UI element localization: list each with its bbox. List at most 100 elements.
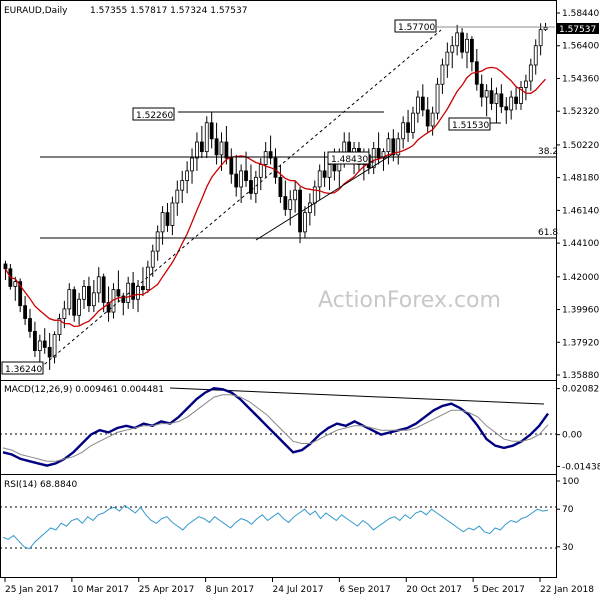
x-tick-label: 22 Jan 2018 xyxy=(540,585,594,595)
candle-body xyxy=(96,276,101,294)
current-price-label: 1.57537 xyxy=(559,25,596,35)
x-tick-label: 25 Jan 2017 xyxy=(5,585,59,595)
macd-divergence-line xyxy=(169,387,545,405)
ohlc-readout: 1.57355 1.57817 1.57324 1.57537 xyxy=(90,6,247,16)
candle-body xyxy=(538,29,543,47)
x-axis: 25 Jan 2017 10 Mar 2017 25 Apr 2017 8 Jun 2… xyxy=(4,578,594,595)
x-tick-label: 6 Sep 2017 xyxy=(339,585,390,595)
rsi-line xyxy=(2,504,549,550)
candlestick-series xyxy=(3,22,548,370)
price-y-tick-label: 1.56400 xyxy=(562,42,599,52)
price-y-tick-label: 1.48180 xyxy=(562,174,599,184)
candle-body xyxy=(519,87,523,104)
price-y-tick-label: 1.35880 xyxy=(562,371,599,381)
candle-body xyxy=(116,289,121,297)
chart-title: EURAUD,Daily xyxy=(4,6,68,16)
candle-body xyxy=(141,286,145,291)
candle-body xyxy=(42,340,47,348)
fib-label-38: 38.2 xyxy=(538,147,558,157)
candle-body xyxy=(307,202,312,214)
candle-body xyxy=(33,330,37,352)
candle-body xyxy=(484,90,489,98)
candle-body xyxy=(190,157,194,172)
candle-body xyxy=(524,80,528,88)
candle-body xyxy=(77,298,82,316)
candle-body xyxy=(391,138,396,156)
callout-box-low-2 xyxy=(1,361,44,375)
candle-body xyxy=(440,64,445,85)
candle-body xyxy=(430,112,435,127)
candle-body xyxy=(199,141,204,153)
support-trendline xyxy=(255,153,394,241)
rsi-y-axis: 100 70 30 xyxy=(556,477,579,553)
candle-body xyxy=(371,148,376,169)
candle-body xyxy=(283,196,288,210)
candle-body xyxy=(87,286,91,307)
callout-mid: 1.48430 xyxy=(331,155,368,165)
candle-body xyxy=(23,305,27,319)
candle-body xyxy=(47,347,52,358)
rsi-y-tick-label: 30 xyxy=(562,543,574,553)
watermark: ActionForex.com xyxy=(318,288,501,313)
candle-body xyxy=(18,281,23,307)
candle-body xyxy=(249,180,253,194)
candle-body xyxy=(170,202,175,226)
candle-body xyxy=(67,289,72,310)
candle-body xyxy=(3,263,8,270)
rsi-y-tick-label: 70 xyxy=(562,505,574,515)
candle-body xyxy=(13,281,18,287)
candle-body xyxy=(52,334,57,358)
callout-box-high-1 xyxy=(394,19,437,33)
candle-body xyxy=(268,151,273,159)
candle-body xyxy=(160,212,165,233)
candle-body xyxy=(489,90,494,104)
rsi-y-tick-label: 100 xyxy=(562,477,579,487)
callout-high-2: 1.52260 xyxy=(136,111,173,121)
candle-body xyxy=(415,96,420,114)
callout-low-2: 1.36240 xyxy=(5,365,42,375)
candle-body xyxy=(258,164,263,178)
x-tick-label: 25 Apr 2017 xyxy=(139,585,195,595)
candle-body xyxy=(381,151,386,159)
candle-body xyxy=(298,189,302,233)
candle-body xyxy=(28,318,32,332)
candle-body xyxy=(396,138,401,156)
chart-frame xyxy=(0,0,557,578)
callout-low-1: 1.51530 xyxy=(452,121,489,131)
callout-box-low-1 xyxy=(448,117,491,131)
macd-y-axis: 0.020827 0.00 -0.014386 xyxy=(556,385,600,472)
candle-body xyxy=(494,93,499,104)
macd-y-tick-label: 0.00 xyxy=(562,431,582,441)
candle-body xyxy=(509,96,514,111)
price-y-tick-label: 1.58440 xyxy=(562,9,599,19)
candle-body xyxy=(273,157,278,178)
x-tick-label: 10 Mar 2017 xyxy=(72,585,129,595)
macd-y-tick-label: -0.014386 xyxy=(562,462,600,472)
candle-body xyxy=(229,157,234,175)
macd-title: MACD(12,26,9) 0.009461 0.004481 xyxy=(4,385,164,395)
candle-body xyxy=(317,170,322,188)
price-y-tick-label: 1.50220 xyxy=(562,141,599,151)
x-tick-label: 24 Jul 2017 xyxy=(273,585,324,595)
candle-body xyxy=(57,318,62,335)
candle-body xyxy=(528,64,533,82)
price-y-tick-label: 1.39960 xyxy=(562,306,599,316)
price-y-tick-label: 1.37920 xyxy=(562,338,599,348)
candle-body xyxy=(278,176,283,197)
candle-body xyxy=(121,295,126,303)
candle-body xyxy=(224,141,229,159)
x-tick-label: 8 Jun 2017 xyxy=(206,585,254,595)
candle-body xyxy=(214,138,219,156)
candle-body xyxy=(91,292,96,307)
candle-body xyxy=(219,141,224,156)
candle-body xyxy=(239,170,244,188)
candle-body xyxy=(386,138,391,153)
candle-body xyxy=(150,250,155,268)
x-tick-label: 5 Dec 2017 xyxy=(473,585,525,595)
candle-body xyxy=(455,32,460,47)
candle-body xyxy=(514,96,518,104)
macd-signal-line xyxy=(2,394,549,462)
candle-body xyxy=(82,286,86,300)
candle-body xyxy=(465,38,469,53)
